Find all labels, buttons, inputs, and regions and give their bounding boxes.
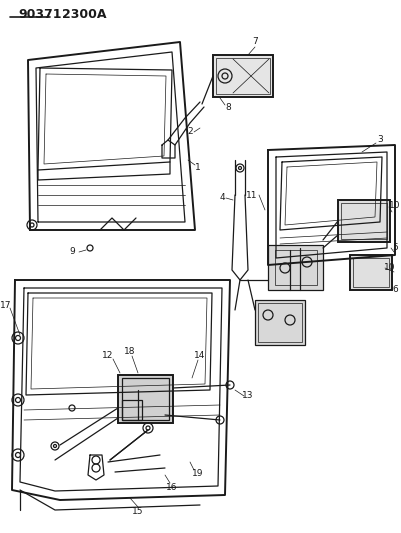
Text: 18: 18 (124, 348, 136, 357)
Text: 16: 16 (166, 482, 177, 491)
Bar (122, 378, 168, 420)
Text: 11: 11 (246, 190, 257, 199)
Text: 12: 12 (102, 351, 113, 359)
Text: 2300A: 2300A (62, 7, 106, 20)
Text: 6: 6 (391, 286, 397, 295)
Text: 10: 10 (383, 263, 395, 272)
Bar (118, 375, 172, 423)
Text: 17: 17 (0, 301, 12, 310)
Bar (257, 303, 301, 342)
Bar (340, 203, 386, 239)
Text: 7: 7 (251, 37, 257, 46)
Text: 1: 1 (194, 164, 200, 173)
Bar (254, 300, 304, 345)
Bar (337, 200, 389, 242)
Bar (349, 255, 391, 290)
Text: 10: 10 (388, 200, 400, 209)
Text: 13: 13 (242, 391, 253, 400)
Text: 8: 8 (225, 103, 230, 112)
Text: 5: 5 (391, 244, 397, 253)
Bar (213, 55, 272, 97)
Text: 2: 2 (187, 127, 192, 136)
Text: 15: 15 (132, 507, 144, 516)
Text: 14: 14 (194, 351, 205, 359)
Bar (352, 258, 388, 287)
Bar (267, 245, 322, 290)
Text: 19: 19 (192, 469, 203, 478)
Bar (215, 58, 269, 94)
Bar (122, 400, 142, 420)
Bar (274, 250, 316, 285)
Text: 3: 3 (376, 135, 382, 144)
Text: 90371: 90371 (18, 7, 61, 20)
Text: 4: 4 (219, 193, 224, 203)
Text: 9: 9 (69, 247, 75, 256)
